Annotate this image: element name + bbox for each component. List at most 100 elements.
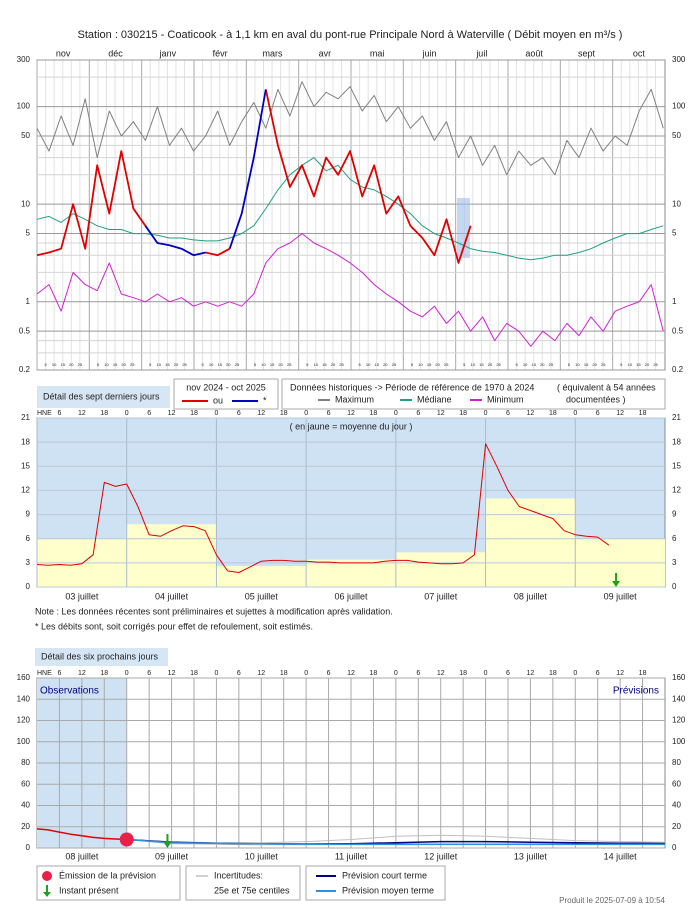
day-tick-label: 25 xyxy=(78,362,83,367)
y-tick-label: 12 xyxy=(21,486,30,495)
daily-mean xyxy=(485,498,576,587)
recent-highlight xyxy=(457,198,470,258)
month-label: juin xyxy=(421,48,436,58)
hour-tick-label: 18 xyxy=(549,670,557,677)
day-tick-label: 20 xyxy=(435,362,440,367)
y-tick-label: 100 xyxy=(672,102,686,111)
flow-line xyxy=(36,443,610,573)
day-tick-label: 5 xyxy=(620,362,623,367)
x-tick-label: 08 juillet xyxy=(514,591,548,601)
hour-tick-label: 0 xyxy=(484,410,488,417)
day-tick-label: 25 xyxy=(182,362,187,367)
legend-box xyxy=(185,865,301,901)
hour-tick-label: 12 xyxy=(437,670,445,677)
series-line xyxy=(36,89,472,264)
day-tick-label: 15 xyxy=(270,362,275,367)
day-tick-label: 20 xyxy=(278,362,283,367)
hour-tick-label: 18 xyxy=(190,670,198,677)
hour-tick-label: 18 xyxy=(639,410,647,417)
x-tick-label: 11 juillet xyxy=(335,851,368,861)
y-tick-label: 0.5 xyxy=(19,326,31,335)
y-tick-label: 12 xyxy=(672,486,681,495)
hour-tick-label: 6 xyxy=(147,410,151,417)
day-tick-label: 15 xyxy=(584,362,589,367)
day-tick-label: 5 xyxy=(254,362,257,367)
day-tick-label: 20 xyxy=(592,362,597,367)
day-tick-label: 20 xyxy=(540,362,545,367)
day-tick-label: 5 xyxy=(568,362,571,367)
hour-tick-label: 18 xyxy=(100,410,108,417)
hour-tick-label: 12 xyxy=(257,410,265,417)
day-tick-label: 20 xyxy=(226,362,231,367)
y-tick-label: 50 xyxy=(672,131,681,140)
emission-point xyxy=(119,832,134,847)
y-tick-label: 1 xyxy=(672,297,677,306)
day-tick-label: 25 xyxy=(601,362,606,367)
y-tick-label: 40 xyxy=(21,801,30,810)
legend-note: documentées ) xyxy=(566,394,626,404)
hour-tick-label: 0 xyxy=(573,410,577,417)
y-tick-label: 20 xyxy=(21,822,30,831)
y-tick-label: 160 xyxy=(17,673,31,682)
day-tick-label: 25 xyxy=(339,362,344,367)
legend-label: ou xyxy=(213,395,223,405)
day-tick-label: 5 xyxy=(411,362,414,367)
y-tick-label: 300 xyxy=(672,55,686,64)
day-tick-label: 25 xyxy=(444,362,449,367)
region-label: Prévisions xyxy=(613,686,659,697)
day-tick-label: 20 xyxy=(121,362,126,367)
hour-tick-label: 6 xyxy=(237,410,241,417)
y-tick-label: 100 xyxy=(672,737,686,746)
month-label: sept xyxy=(578,48,596,58)
hour-tick-label: 0 xyxy=(125,410,129,417)
y-tick-label: 10 xyxy=(21,199,30,208)
hour-tick-label: 6 xyxy=(416,670,420,677)
month-label: déc xyxy=(108,48,123,58)
y-tick-label: 3 xyxy=(672,558,677,567)
hour-tick-label: 18 xyxy=(370,670,378,677)
x-tick-label: 09 juillet xyxy=(155,851,189,861)
hour-tick-label: 6 xyxy=(327,670,331,677)
y-tick-label: 9 xyxy=(26,510,31,519)
y-tick-label: 18 xyxy=(21,437,30,446)
daily-mean xyxy=(216,566,307,587)
series-line xyxy=(36,157,664,261)
x-tick-label: 08 juillet xyxy=(65,851,99,861)
day-tick-label: 15 xyxy=(218,362,223,367)
hour-tick-label: 18 xyxy=(639,670,647,677)
y-tick-label: 3 xyxy=(26,558,31,567)
note: Note : Les données récentes sont prélimi… xyxy=(35,606,393,616)
day-tick-label: 15 xyxy=(113,362,118,367)
month-label: févr xyxy=(213,48,228,58)
daily-mean xyxy=(306,559,396,587)
hour-tick-label: 6 xyxy=(506,670,510,677)
legend-title: nov 2024 - oct 2025 xyxy=(186,382,266,392)
day-tick-label: 20 xyxy=(69,362,74,367)
y-tick-label: 140 xyxy=(672,694,686,703)
series-line xyxy=(36,81,664,176)
month-label: oct xyxy=(633,48,646,58)
y-tick-label: 140 xyxy=(17,694,31,703)
y-tick-label: 21 xyxy=(672,413,681,422)
series-line xyxy=(144,89,267,257)
day-tick-label: 25 xyxy=(235,362,240,367)
hour-tick-label: 6 xyxy=(147,670,151,677)
hour-tick-label: 18 xyxy=(370,410,378,417)
observed-line xyxy=(36,828,127,841)
hour-tick-label: 6 xyxy=(596,670,600,677)
hour-tick-label: 12 xyxy=(527,410,535,417)
day-tick-label: 5 xyxy=(149,362,152,367)
footer: Produit le 2025-07-09 à 10:54 xyxy=(559,896,665,905)
day-tick-label: 10 xyxy=(261,362,266,367)
day-tick-label: 20 xyxy=(488,362,493,367)
y-tick-label: 5 xyxy=(26,229,31,238)
day-tick-label: 15 xyxy=(61,362,66,367)
hour-tick-label: 18 xyxy=(190,410,198,417)
series-line xyxy=(36,233,664,347)
hour-tick-label: 12 xyxy=(347,410,355,417)
hour-tick-label: 18 xyxy=(549,410,557,417)
day-tick-label: 20 xyxy=(174,362,179,367)
y-tick-label: 120 xyxy=(672,716,686,725)
hour-tick-label: 0 xyxy=(214,670,218,677)
hour-tick-label: 0 xyxy=(484,670,488,677)
